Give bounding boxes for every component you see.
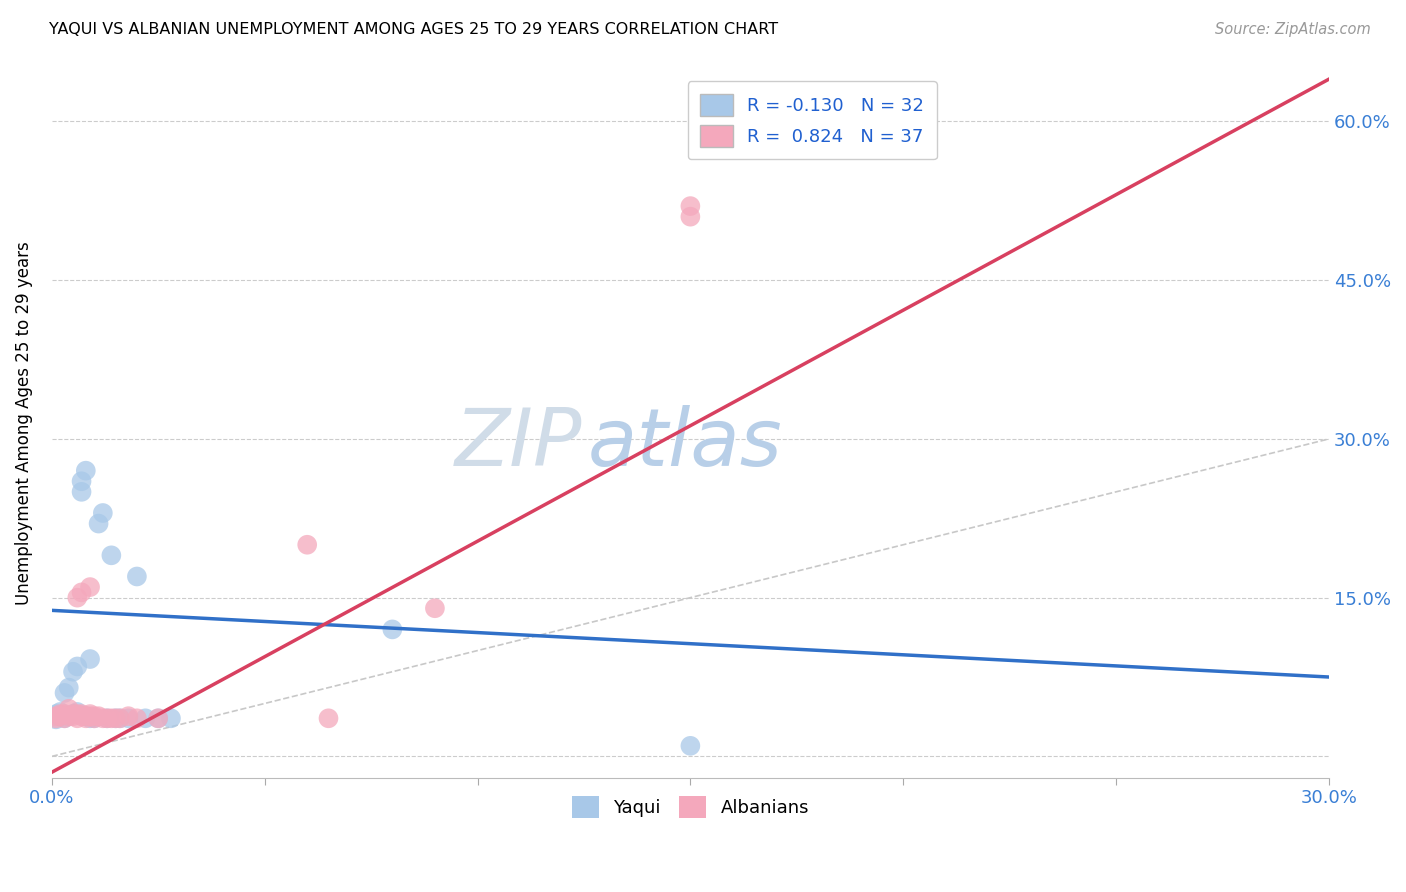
Point [117,709,139,723]
Text: Source: ZipAtlas.com: Source: ZipAtlas.com [1215,22,1371,37]
Point [87,516,110,531]
Point [125,569,148,583]
Point [62,709,84,723]
Text: YAQUI VS ALBANIAN UNEMPLOYMENT AMONG AGES 25 TO 29 YEARS CORRELATION CHART: YAQUI VS ALBANIAN UNEMPLOYMENT AMONG AGE… [49,22,779,37]
Point [134,711,156,725]
Point [108,711,131,725]
Point [108,711,131,725]
Point [318,711,340,725]
Point [49,709,72,723]
Point [295,538,318,552]
Point [75,709,97,723]
Text: ZIP: ZIP [454,405,582,483]
Point [45,712,67,726]
Point [104,711,127,725]
Text: atlas: atlas [588,405,783,483]
Point [160,711,183,725]
Point [117,711,139,725]
Point [87,709,110,723]
Point [679,210,702,224]
Point [62,665,84,679]
Point [49,705,72,719]
Point [79,711,101,725]
Point [70,709,93,723]
Point [53,707,76,722]
Point [96,711,118,725]
Point [53,711,76,725]
Point [679,199,702,213]
Legend: Yaqui, Albanians: Yaqui, Albanians [565,789,815,825]
Point [70,475,93,489]
Point [62,707,84,722]
Point [79,580,101,594]
Point [45,709,67,723]
Point [679,739,702,753]
Point [96,711,118,725]
Point [75,709,97,723]
Point [83,709,105,723]
Point [66,659,89,673]
Point [66,705,89,719]
Point [53,686,76,700]
Point [423,601,446,615]
Point [91,711,114,725]
Point [70,484,93,499]
Point [100,549,122,563]
Y-axis label: Unemployment Among Ages 25 to 29 years: Unemployment Among Ages 25 to 29 years [15,241,32,605]
Point [66,707,89,722]
Point [125,711,148,725]
Point [53,711,76,725]
Point [45,711,67,725]
Point [75,711,97,725]
Point [83,711,105,725]
Point [100,711,122,725]
Point [66,591,89,605]
Point [62,707,84,722]
Point [79,709,101,723]
Point [79,707,101,722]
Point [91,506,114,520]
Point [83,711,105,725]
Point [66,711,89,725]
Point [49,709,72,723]
Point [381,623,404,637]
Point [70,585,93,599]
Point [49,707,72,722]
Point [104,711,127,725]
Point [148,711,170,725]
Point [70,707,93,722]
Point [58,681,80,695]
Point [148,711,170,725]
Point [75,464,97,478]
Point [45,707,67,722]
Point [79,652,101,666]
Point [58,702,80,716]
Point [58,709,80,723]
Point [58,709,80,723]
